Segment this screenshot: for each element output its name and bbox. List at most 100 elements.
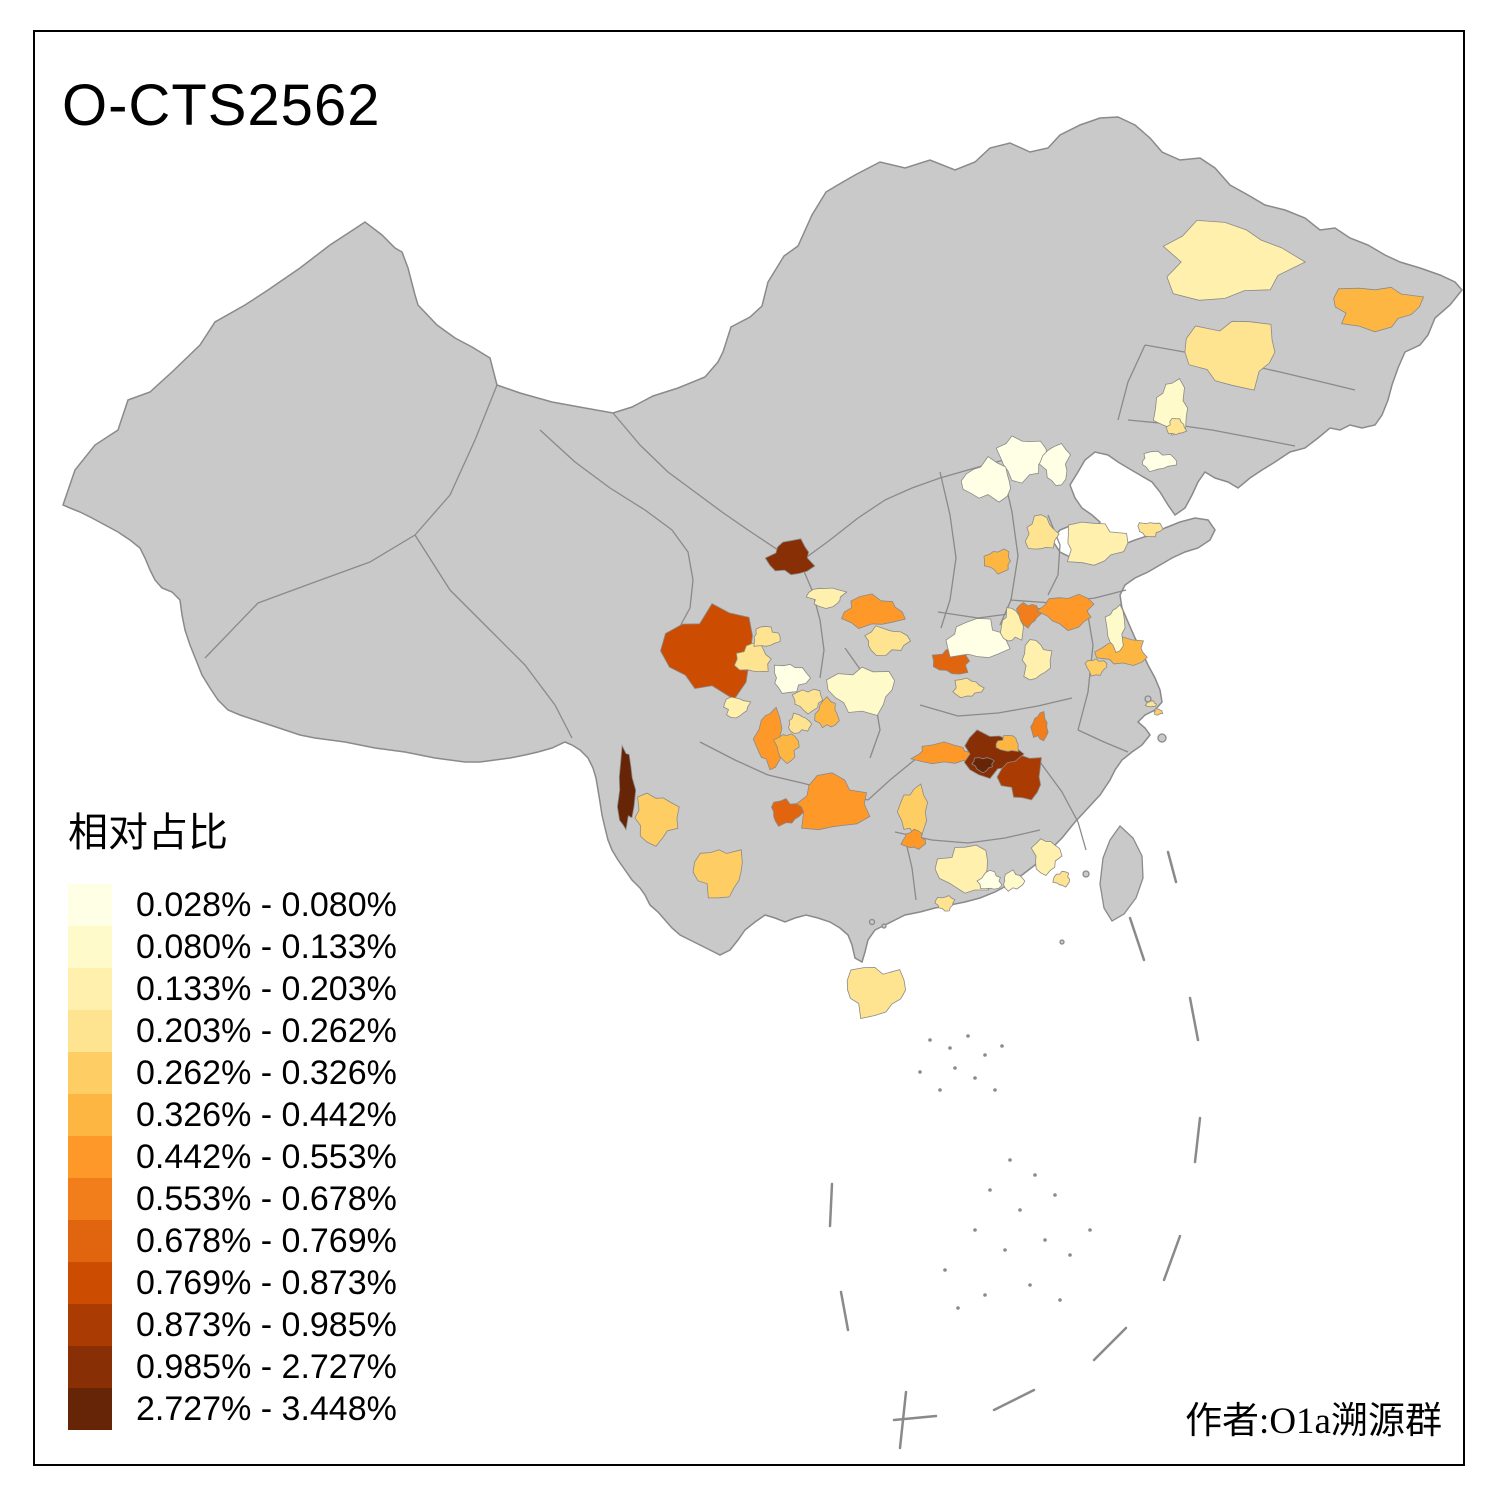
legend-swatch: [68, 1010, 112, 1052]
legend-bin-label: 0.326% - 0.442%: [136, 1095, 397, 1134]
plot-frame: [33, 30, 1465, 1466]
map-region: [692, 849, 743, 899]
map-region: [960, 456, 1012, 503]
legend-row: 0.873% - 0.985%: [68, 1304, 397, 1346]
map-region: [634, 792, 680, 847]
map-region: [1162, 219, 1307, 301]
map-region: [909, 741, 978, 765]
map-region: [753, 625, 781, 647]
map-region: [983, 548, 1011, 575]
map-region: [999, 607, 1024, 642]
legend-row: 2.727% - 3.448%: [68, 1388, 397, 1430]
legend-bin-label: 0.442% - 0.553%: [136, 1137, 397, 1176]
map-region: [1038, 443, 1071, 487]
map-region: [1024, 514, 1060, 550]
map-region: [1333, 286, 1425, 333]
map-region: [846, 967, 907, 1019]
legend-bin-label: 0.133% - 0.203%: [136, 969, 397, 1008]
map-region: [945, 618, 1011, 659]
legend-bin-label: 0.203% - 0.262%: [136, 1011, 397, 1050]
legend-row: 0.553% - 0.678%: [68, 1178, 397, 1220]
taiwan-island: [1099, 825, 1144, 922]
map-region: [996, 755, 1042, 801]
legend-swatch: [68, 1262, 112, 1304]
legend-bin-label: 0.553% - 0.678%: [136, 1179, 397, 1218]
legend-bin-label: 0.769% - 0.873%: [136, 1263, 397, 1302]
map-region: [1052, 870, 1070, 888]
maritime-dash-line: [828, 850, 1202, 1450]
legend-row: 0.080% - 0.133%: [68, 926, 397, 968]
map-region: [1036, 593, 1095, 631]
legend-bin-label: 0.080% - 0.133%: [136, 927, 397, 966]
data-regions: [616, 219, 1425, 1019]
legend-row: 0.442% - 0.553%: [68, 1136, 397, 1178]
legend-row: 0.203% - 0.262%: [68, 1010, 397, 1052]
map-region: [900, 828, 927, 850]
map-region: [1094, 636, 1148, 666]
legend-bin-label: 0.028% - 0.080%: [136, 885, 397, 924]
map-region: [1137, 522, 1164, 538]
legend-bin-label: 0.985% - 2.727%: [136, 1347, 397, 1386]
map-region: [1153, 708, 1164, 716]
legend-row: 0.326% - 0.442%: [68, 1094, 397, 1136]
legend-row: 0.985% - 2.727%: [68, 1346, 397, 1388]
legend-swatch: [68, 926, 112, 968]
map-region: [826, 666, 896, 716]
map-region: [995, 734, 1019, 752]
map-region: [976, 869, 1003, 890]
legend-row: 0.678% - 0.769%: [68, 1220, 397, 1262]
legend-swatch: [68, 1304, 112, 1346]
map-region: [864, 625, 912, 656]
legend-swatch: [68, 968, 112, 1010]
legend-swatch: [68, 1178, 112, 1220]
map-region: [1066, 521, 1129, 566]
map-legend: 相对占比 0.028% - 0.080% 0.080% - 0.133% 0.133…: [68, 800, 397, 1430]
legend-bin-label: 0.262% - 0.326%: [136, 1053, 397, 1092]
map-region: [934, 844, 990, 894]
legend-row: 0.133% - 0.203%: [68, 968, 397, 1010]
attribution-text: 作者:O1a溯源群: [1185, 1401, 1442, 1442]
map-region: [1104, 603, 1126, 654]
islands: [868, 695, 1167, 945]
map-region: [840, 593, 906, 629]
map-region: [934, 895, 956, 912]
legend-swatch: [68, 1094, 112, 1136]
map-region: [773, 733, 800, 765]
map-region: [723, 696, 752, 719]
map-region: [752, 706, 784, 771]
legend-swatch: [68, 884, 112, 926]
legend-rows: 0.028% - 0.080% 0.080% - 0.133% 0.133% - 0…: [68, 884, 397, 1430]
map-region: [660, 603, 753, 701]
map-region: [1141, 450, 1178, 473]
map-region: [1084, 658, 1108, 677]
legend-bin-label: 0.678% - 0.769%: [136, 1221, 397, 1260]
legend-bin-label: 0.873% - 0.985%: [136, 1305, 397, 1344]
map-region: [1030, 711, 1049, 742]
map-region: [788, 712, 813, 734]
map-region: [814, 696, 840, 729]
map-region: [773, 663, 812, 694]
map-region: [791, 688, 824, 715]
map-region: [995, 435, 1048, 484]
map-region: [1015, 602, 1042, 629]
map-region: [1165, 418, 1188, 436]
legend-row: 0.769% - 0.873%: [68, 1262, 397, 1304]
legend-swatch: [68, 1388, 112, 1430]
map-region: [1184, 320, 1276, 391]
map-region: [764, 538, 816, 576]
map-region: [1021, 639, 1053, 681]
map-region: [771, 798, 805, 827]
legend-swatch: [68, 1136, 112, 1178]
page-title: O-CTS2562: [62, 73, 381, 138]
map-region: [805, 587, 848, 609]
legend-swatch: [68, 1346, 112, 1388]
small-islands: [918, 1034, 1092, 1310]
map-region: [952, 677, 985, 699]
map-region: [971, 757, 995, 774]
map-region: [1030, 838, 1063, 876]
map-region: [616, 744, 637, 831]
legend-title: 相对占比: [68, 810, 228, 855]
legend-bin-label: 2.727% - 3.448%: [136, 1389, 397, 1428]
